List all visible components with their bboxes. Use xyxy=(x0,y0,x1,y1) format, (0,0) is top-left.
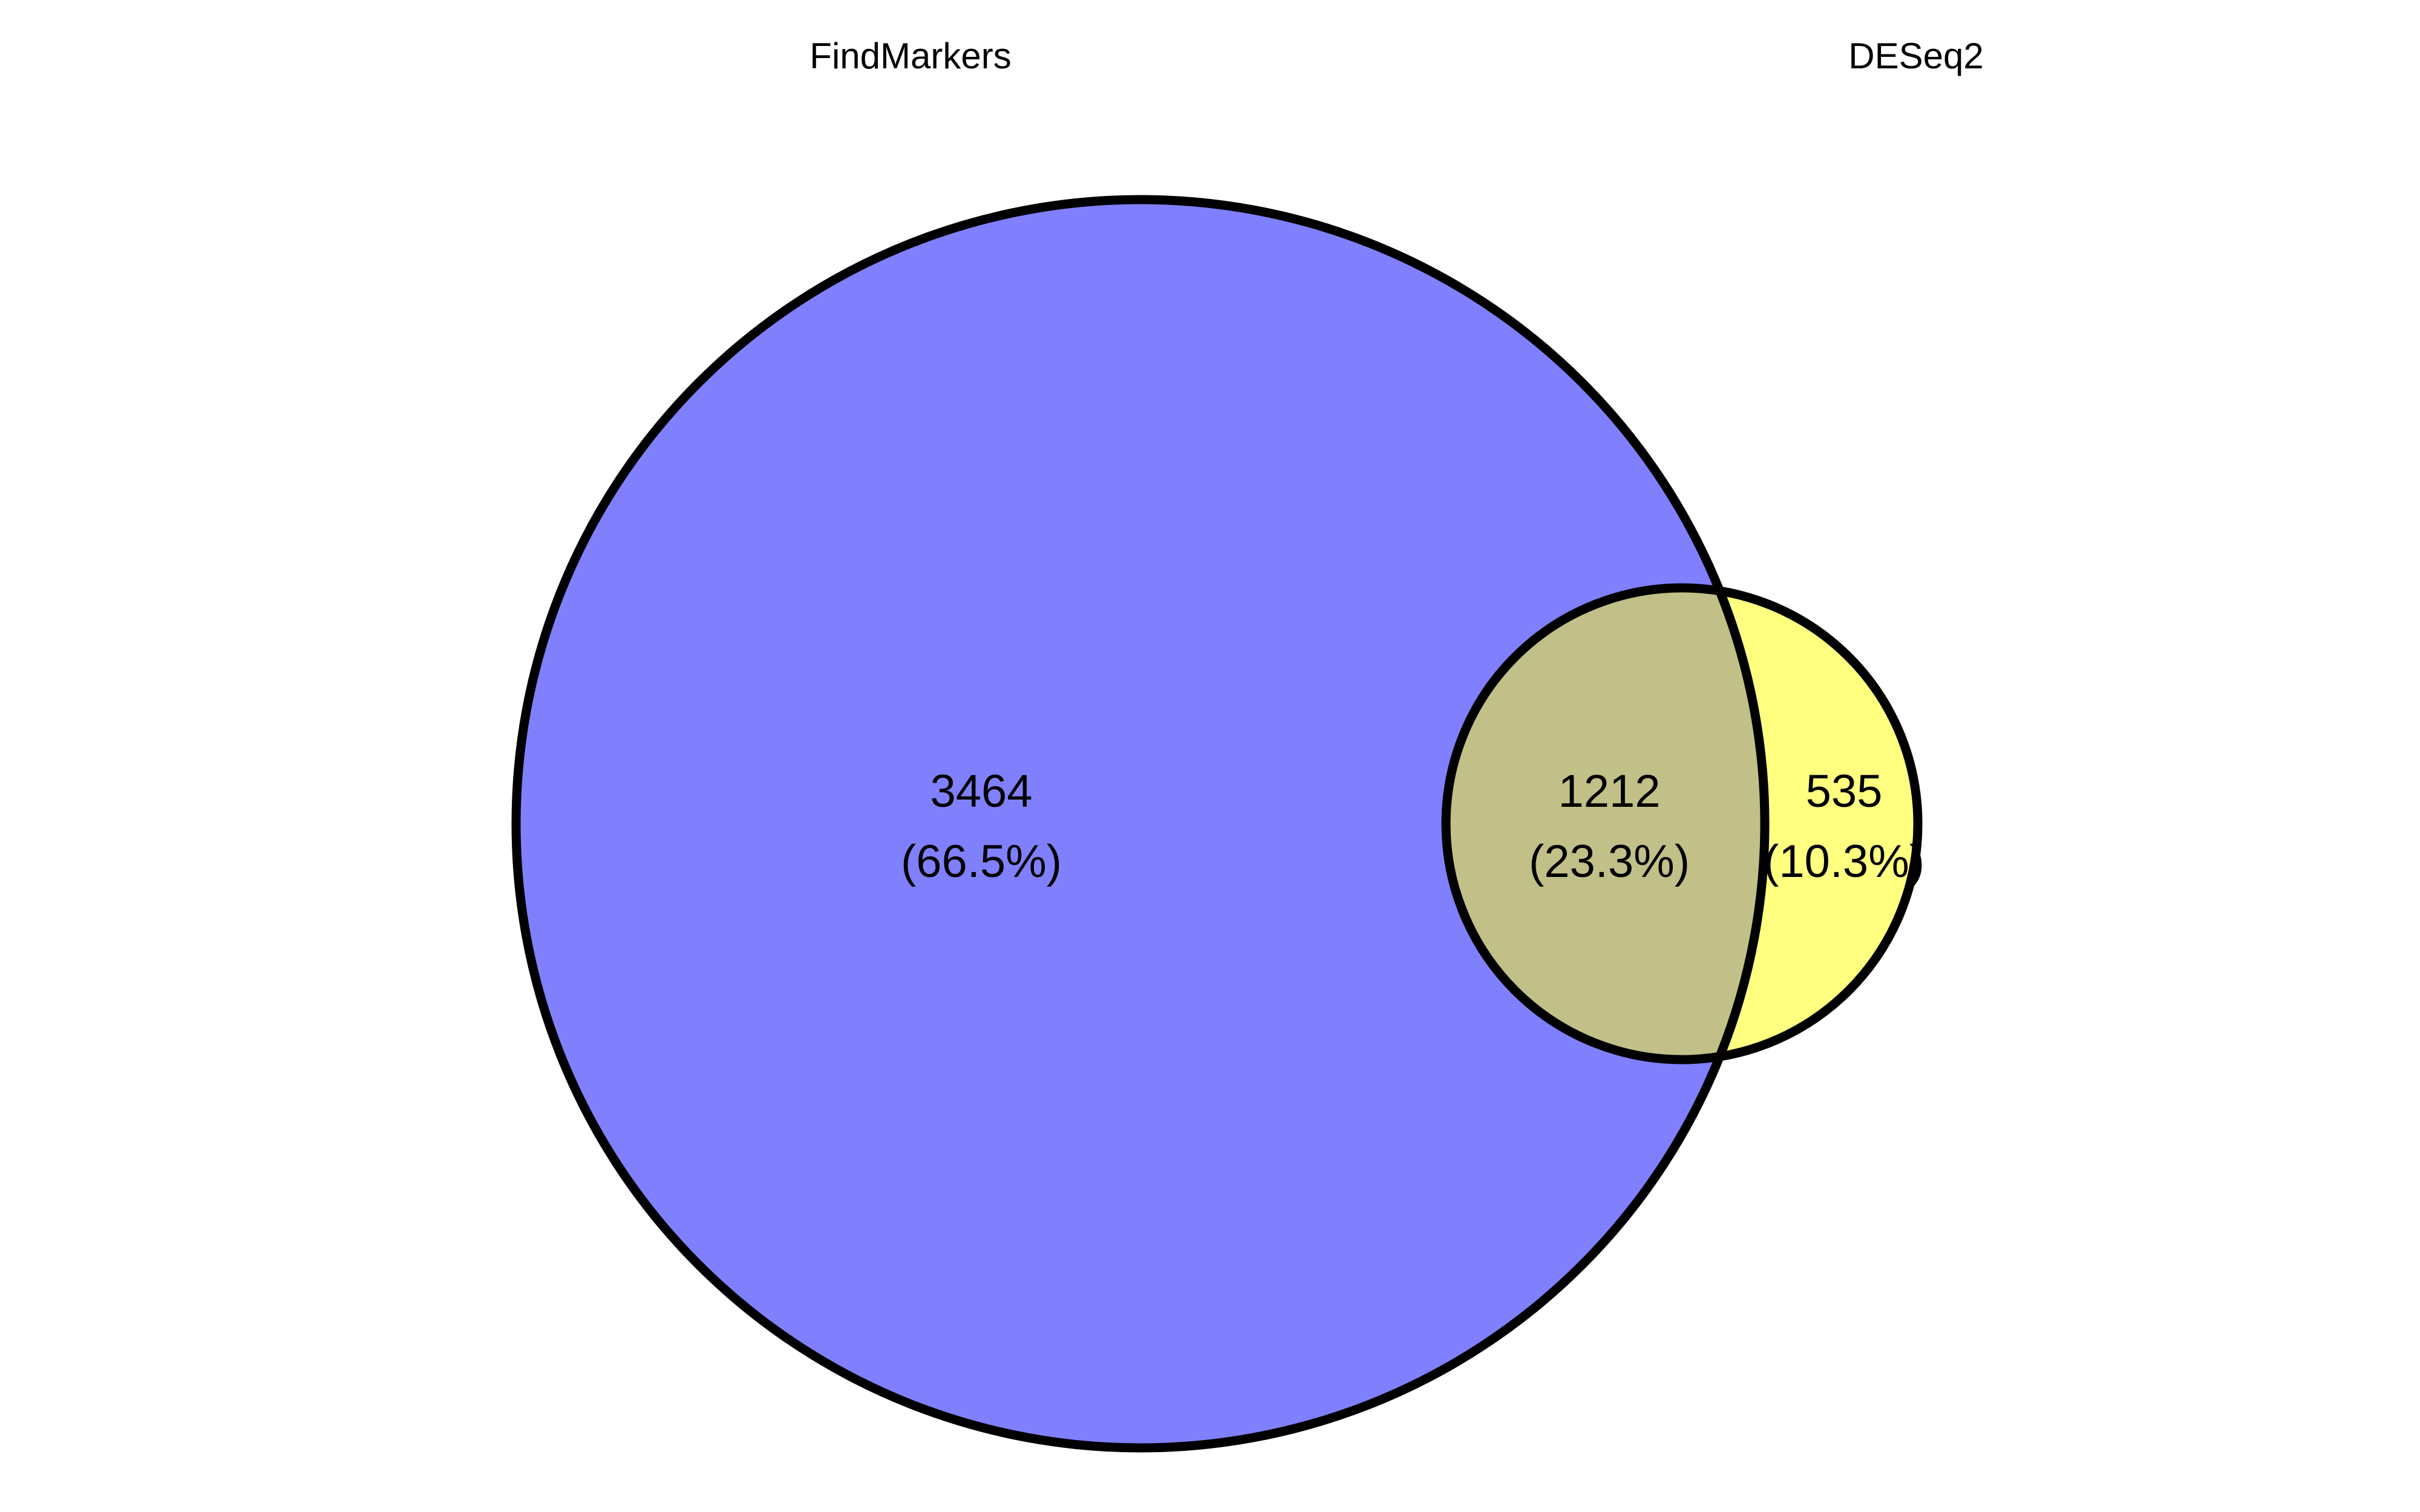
set-outline-findmarkers xyxy=(511,195,1770,1453)
set-circle-findmarkers xyxy=(516,200,1765,1448)
region-both-count: 1212 xyxy=(1558,766,1660,817)
region-a-only-percent: (66.5%) xyxy=(901,836,1062,887)
region-both-percent: (23.3%) xyxy=(1529,836,1690,887)
set-outline-deseq2 xyxy=(1441,583,1923,1064)
intersection-region xyxy=(1446,588,1765,1060)
region-b-only-percent: (10.3%) xyxy=(1764,836,1925,887)
region-a-only-count: 3464 xyxy=(930,766,1032,817)
region-b-only-count: 535 xyxy=(1806,766,1883,817)
set-label-deseq2: DESeq2 xyxy=(1848,36,1983,76)
set-label-findmarkers: FindMarkers xyxy=(809,36,1011,76)
